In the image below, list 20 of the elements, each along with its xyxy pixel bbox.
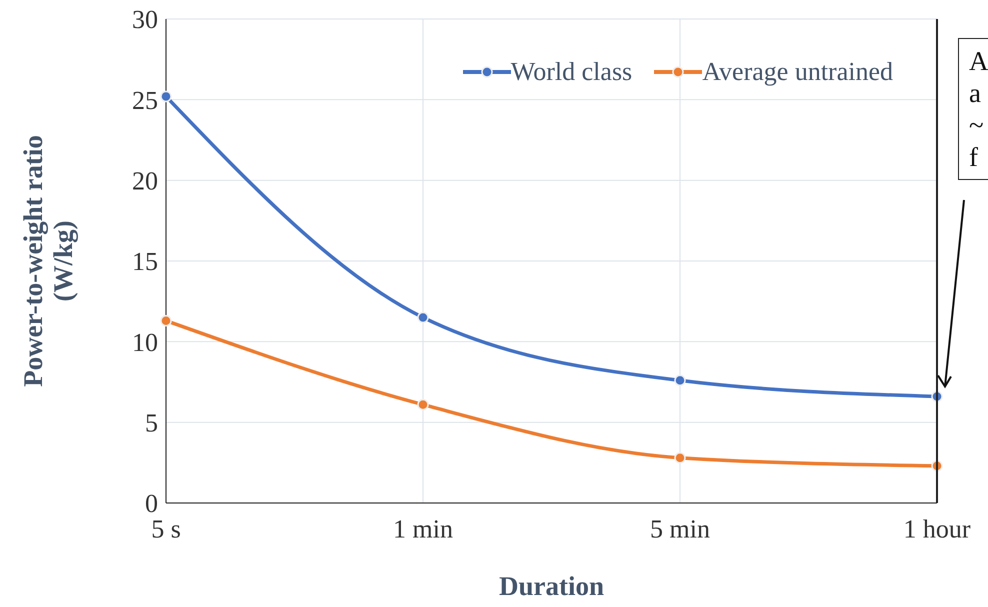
- y-tick-label: 25: [132, 86, 158, 115]
- y-tick-label: 15: [132, 247, 158, 276]
- y-tick-label: 30: [132, 5, 158, 34]
- point: [160, 314, 172, 326]
- point: [674, 374, 686, 386]
- legend-label: Average untrained: [702, 57, 893, 87]
- x-tick-label: 1 hour: [903, 514, 971, 544]
- text: A a ~ f: [958, 38, 988, 180]
- y-axis-title: Power-to-weight ratio (W/kg): [18, 135, 78, 387]
- point: [160, 90, 172, 102]
- x-tick-label: 1 min: [393, 514, 453, 544]
- point: [417, 312, 429, 324]
- y-tick-label: 20: [132, 166, 158, 196]
- y-tick-label: 10: [132, 328, 158, 357]
- point: [674, 452, 686, 464]
- y-tick-label: 5: [145, 408, 158, 438]
- x-axis-title: Duration: [498, 571, 605, 602]
- legend-label: World class: [510, 57, 632, 87]
- x-tick-label: 5 min: [650, 514, 710, 544]
- point: [417, 398, 429, 410]
